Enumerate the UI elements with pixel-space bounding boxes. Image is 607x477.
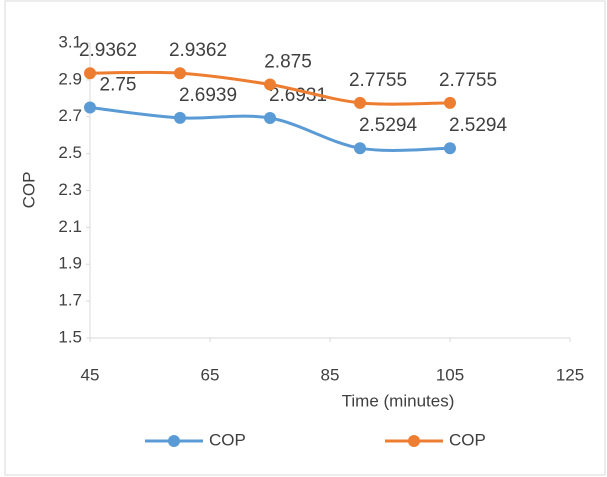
data-label: 2.5294 — [449, 115, 508, 136]
data-point — [264, 112, 276, 125]
data-point — [84, 67, 96, 80]
y-tick-label: 2.5 — [58, 143, 82, 162]
data-label: 2.875 — [264, 52, 312, 73]
data-point — [84, 101, 96, 114]
x-tick-label: 65 — [201, 365, 220, 384]
y-tick-label: 1.9 — [58, 254, 82, 273]
chart-frame — [4, 0, 606, 476]
x-axis-title: Time (minutes) — [342, 391, 455, 410]
y-tick-label: 1.5 — [58, 327, 82, 346]
data-label: 2.9362 — [79, 40, 137, 61]
data-label: 2.6939 — [179, 85, 237, 106]
data-point — [444, 142, 456, 155]
x-tick-label: 125 — [556, 365, 584, 384]
data-point — [264, 78, 276, 91]
x-tick-label: 105 — [436, 365, 464, 384]
data-label: 2.7755 — [349, 70, 407, 91]
y-tick-label: 1.7 — [58, 291, 82, 310]
legend-label: COP — [449, 430, 486, 449]
y-tick-label: 2.1 — [58, 217, 82, 236]
data-point — [354, 142, 366, 155]
data-label: 2.7755 — [439, 70, 497, 91]
y-tick-label: 2.9 — [58, 69, 82, 88]
legend-label: COP — [209, 430, 246, 449]
data-point — [174, 67, 186, 80]
legend-marker — [168, 435, 180, 447]
x-tick-label: 85 — [321, 365, 340, 384]
data-point — [444, 96, 456, 109]
legend-marker — [408, 435, 420, 447]
data-label: 2.5294 — [359, 115, 418, 136]
data-label: 2.6931 — [269, 85, 327, 106]
data-point — [354, 96, 366, 109]
y-tick-label: 3.1 — [58, 32, 82, 51]
y-axis-title: COP — [19, 172, 38, 209]
y-tick-label: 2.3 — [58, 180, 82, 199]
x-tick-label: 45 — [81, 365, 100, 384]
data-point — [174, 111, 186, 124]
data-label: 2.75 — [100, 75, 137, 96]
data-label: 2.9362 — [169, 40, 227, 61]
y-tick-label: 2.7 — [58, 106, 82, 125]
